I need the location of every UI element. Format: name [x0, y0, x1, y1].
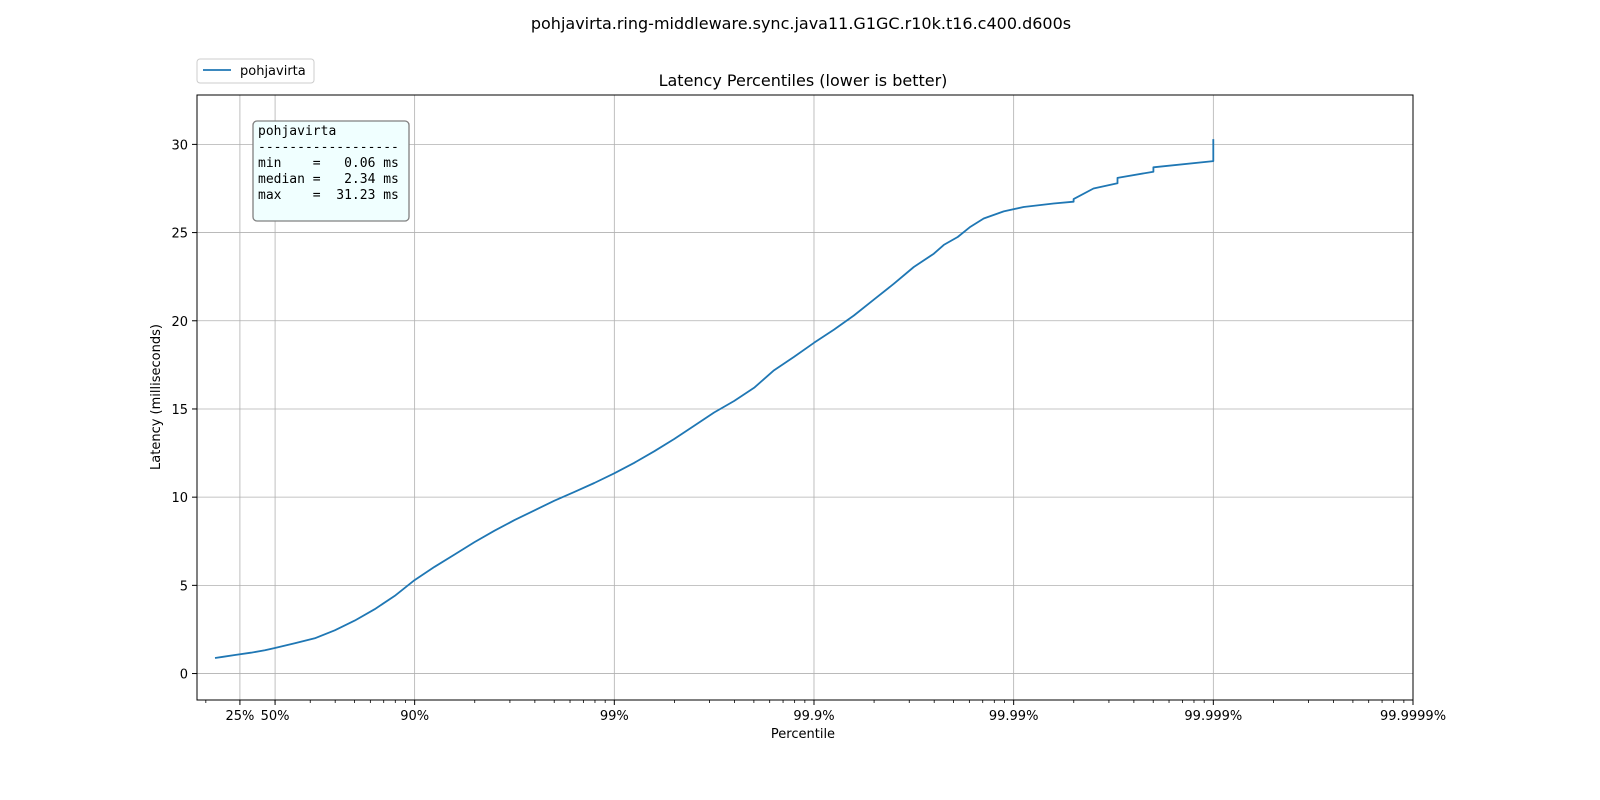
y-tick-label: 30 — [171, 138, 188, 153]
y-tick-label: 20 — [171, 315, 188, 330]
x-axis: 25% 50% 90% 99% 99.9% 99.99% 99.999% 99.9999% — [225, 700, 1446, 724]
x-tick-label: 99.9999% — [1380, 709, 1446, 724]
y-tick-label: 15 — [171, 403, 188, 418]
stats-box-line-3: median = 2.34 ms — [258, 172, 399, 187]
y-axis: 0 5 10 15 20 25 30 — [171, 138, 197, 683]
plot-frame — [196, 94, 1414, 701]
y-tick-label: 25 — [171, 227, 188, 242]
stats-box-line-0: pohjavirta — [258, 124, 336, 139]
series-layer — [214, 139, 1215, 659]
y-axis-label: Latency (milliseconds) — [149, 324, 164, 470]
x-tick-label: 99.9% — [793, 709, 834, 724]
legend: pohjavirta — [196, 58, 315, 84]
x-tick-label: 25% — [225, 709, 254, 724]
stats-box: pohjavirta ------------------ min = 0.06… — [252, 120, 410, 222]
stats-box-frame — [252, 120, 410, 222]
y-tick-label: 10 — [171, 491, 188, 506]
stats-box-line-4: max = 31.23 ms — [258, 188, 399, 203]
stats-box-line-2: min = 0.06 ms — [258, 156, 399, 171]
x-axis-label: Percentile — [771, 727, 835, 742]
stats-box-line-1: ------------------ — [258, 140, 399, 155]
chart-title: Latency Percentiles (lower is better) — [659, 71, 948, 90]
y-tick-label: 0 — [180, 668, 188, 683]
x-tick-label: 50% — [261, 709, 290, 724]
x-tick-label: 99.99% — [989, 709, 1039, 724]
x-tick-label: 99.999% — [1184, 709, 1242, 724]
legend-frame — [196, 58, 315, 84]
series-line-pohjavirta — [214, 139, 1215, 659]
y-tick-label: 5 — [180, 579, 188, 594]
figure-suptitle: pohjavirta.ring-middleware.sync.java11.G… — [531, 14, 1071, 33]
legend-label-pohjavirta: pohjavirta — [240, 64, 306, 79]
x-tick-label: 90% — [400, 709, 429, 724]
x-tick-label: 99% — [600, 709, 629, 724]
